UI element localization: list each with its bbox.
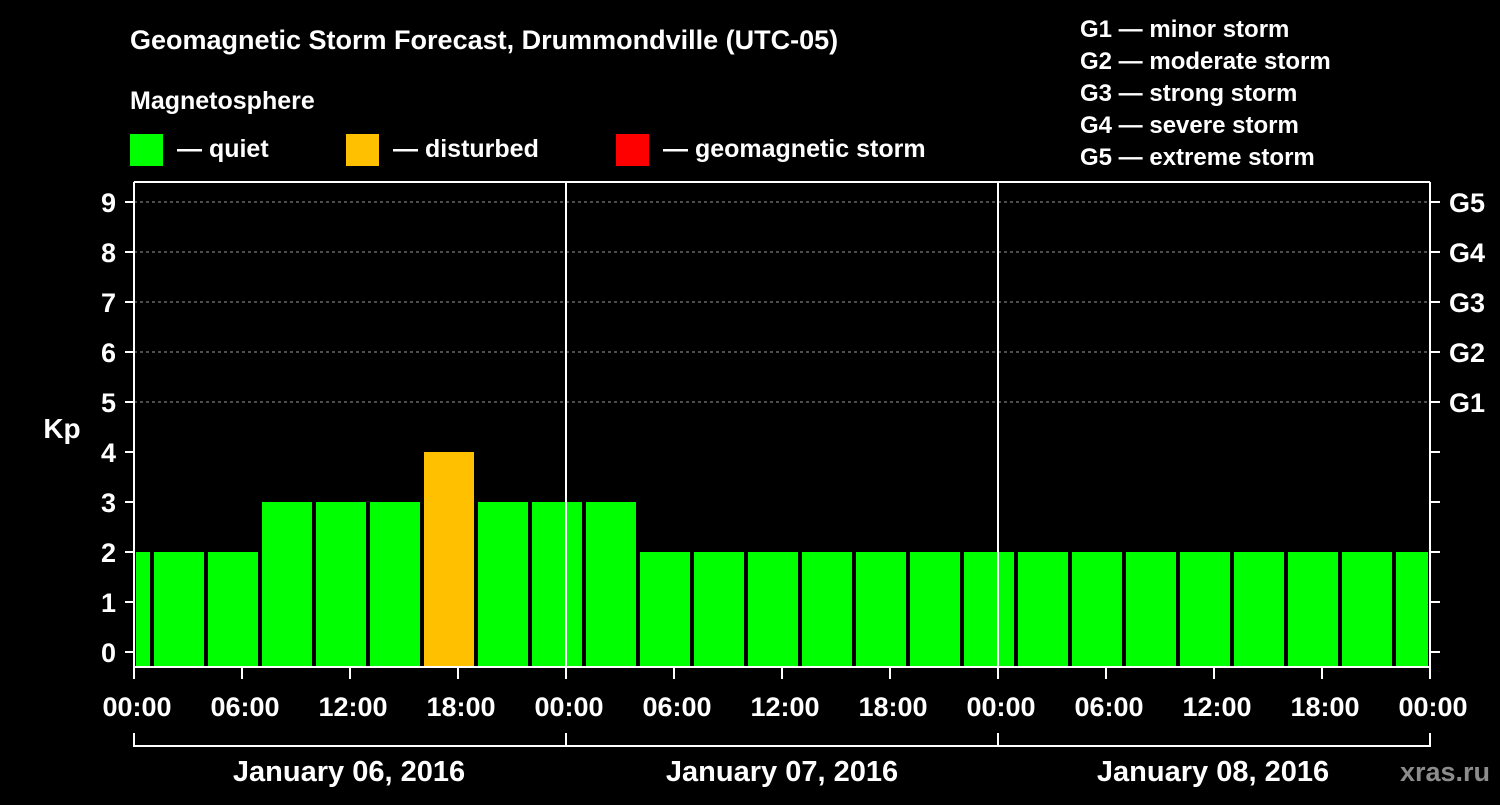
x-tick-label-11: 18:00 xyxy=(1290,692,1359,722)
y-tick-label-0: 0 xyxy=(101,638,116,668)
bar-13 xyxy=(748,552,798,667)
storm-scale-g1: G1 — minor storm xyxy=(1080,16,1289,43)
bar-23 xyxy=(1288,552,1338,667)
y-tick-label-1: 1 xyxy=(101,588,116,618)
bar-10 xyxy=(586,502,636,667)
y-axis-label: Kp xyxy=(43,413,80,444)
bar-7 xyxy=(424,452,474,667)
chart-marks: 0 1 2 3 4 5 6 7 8 9 G1 G2 G3 G4 G5 00:00 06:00 12:00 18:00… xyxy=(101,181,1485,747)
bar-15 xyxy=(856,552,906,667)
x-tick-label-8: 00:00 xyxy=(966,692,1035,722)
bar-9 xyxy=(532,502,582,667)
x-tick-label-12: 00:00 xyxy=(1398,692,1467,722)
x-tick-label-9: 06:00 xyxy=(1074,692,1143,722)
bar-21 xyxy=(1180,552,1230,667)
legend-swatch-storm xyxy=(616,134,649,166)
bar-22 xyxy=(1234,552,1284,667)
x-tick-label-6: 12:00 xyxy=(750,692,819,722)
y-tick-label-3: 3 xyxy=(101,488,116,518)
bar-2 xyxy=(154,552,204,667)
x-tick-label-7: 18:00 xyxy=(858,692,927,722)
legend-label-storm: — geomagnetic storm xyxy=(663,135,926,163)
legend-swatch-disturbed xyxy=(346,134,379,166)
bar-1 xyxy=(136,552,150,667)
bar-20 xyxy=(1126,552,1176,667)
bar-18 xyxy=(1018,552,1068,667)
storm-scale-g4: G4 — severe storm xyxy=(1080,112,1299,139)
bar-4 xyxy=(262,502,312,667)
day-label-1: January 06, 2016 xyxy=(233,756,465,788)
day-label-3: January 08, 2016 xyxy=(1097,756,1329,788)
right-label-g4: G4 xyxy=(1449,238,1485,268)
right-label-g5: G5 xyxy=(1449,188,1485,218)
bar-5 xyxy=(316,502,366,667)
chart-title: Geomagnetic Storm Forecast, Drummondvill… xyxy=(130,25,838,55)
legend-heading: Magnetosphere xyxy=(130,87,315,115)
day-label-2: January 07, 2016 xyxy=(666,756,898,788)
x-tick-label-2: 12:00 xyxy=(318,692,387,722)
x-tick-label-5: 06:00 xyxy=(642,692,711,722)
bar-24 xyxy=(1342,552,1392,667)
y-tick-label-4: 4 xyxy=(101,438,116,468)
watermark: xras.ru xyxy=(1400,757,1490,787)
legend-swatch-quiet xyxy=(130,134,163,166)
y-tick-label-5: 5 xyxy=(101,388,116,418)
x-tick-label-1: 06:00 xyxy=(210,692,279,722)
y-tick-label-2: 2 xyxy=(101,538,116,568)
right-label-g2: G2 xyxy=(1449,338,1485,368)
bar-17 xyxy=(964,552,1014,667)
storm-scale-g5: G5 — extreme storm xyxy=(1080,144,1315,171)
x-tick-label-0: 00:00 xyxy=(102,692,171,722)
y-tick-label-6: 6 xyxy=(101,338,116,368)
storm-scale-g3: G3 — strong storm xyxy=(1080,80,1297,107)
x-tick-label-3: 18:00 xyxy=(426,692,495,722)
legend-label-disturbed: — disturbed xyxy=(393,135,539,163)
legend-label-quiet: — quiet xyxy=(177,135,269,163)
bar-11 xyxy=(640,552,690,667)
bar-16 xyxy=(910,552,960,667)
right-label-g3: G3 xyxy=(1449,288,1485,318)
bar-14 xyxy=(802,552,852,667)
bar-12 xyxy=(694,552,744,667)
right-label-g1: G1 xyxy=(1449,388,1485,418)
storm-scale-g2: G2 — moderate storm xyxy=(1080,48,1331,75)
y-tick-label-7: 7 xyxy=(101,288,116,318)
bar-3 xyxy=(208,552,258,667)
bar-19 xyxy=(1072,552,1122,667)
x-tick-label-10: 12:00 xyxy=(1182,692,1251,722)
y-tick-label-8: 8 xyxy=(101,238,116,268)
bar-8 xyxy=(478,502,528,667)
bar-6 xyxy=(370,502,420,667)
x-tick-label-4: 00:00 xyxy=(534,692,603,722)
bar-25 xyxy=(1396,552,1428,667)
y-tick-label-9: 9 xyxy=(101,188,116,218)
